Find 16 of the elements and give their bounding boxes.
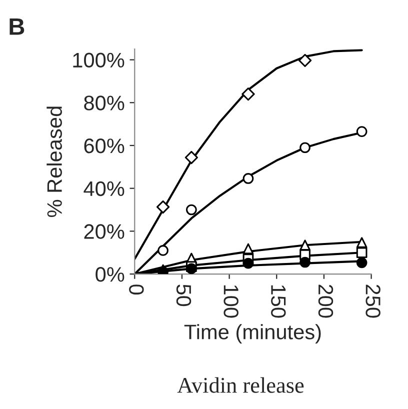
y-tick-label: 40% — [84, 181, 124, 196]
y-axis-title: % Released — [46, 106, 62, 217]
y-tick-label: 20% — [84, 224, 124, 239]
x-tick-label: 50 — [176, 284, 192, 306]
x-tick-label: 200 — [318, 284, 334, 318]
y-tick-label: 80% — [84, 96, 124, 110]
x-axis-title: Time (minutes) — [184, 324, 321, 344]
x-tick-label: 100 — [224, 285, 238, 318]
y-tick-label: 60% — [84, 138, 124, 154]
y-tick-label: 100% — [73, 52, 124, 68]
x-tick-label: 150 — [271, 285, 286, 318]
chart-title: B — [10, 18, 24, 35]
text: Avidin release — [177, 377, 304, 393]
x-tick-label: 0 — [129, 284, 144, 295]
y-tick-label: 0% — [96, 267, 124, 282]
x-tick-label: 250 — [366, 284, 380, 318]
